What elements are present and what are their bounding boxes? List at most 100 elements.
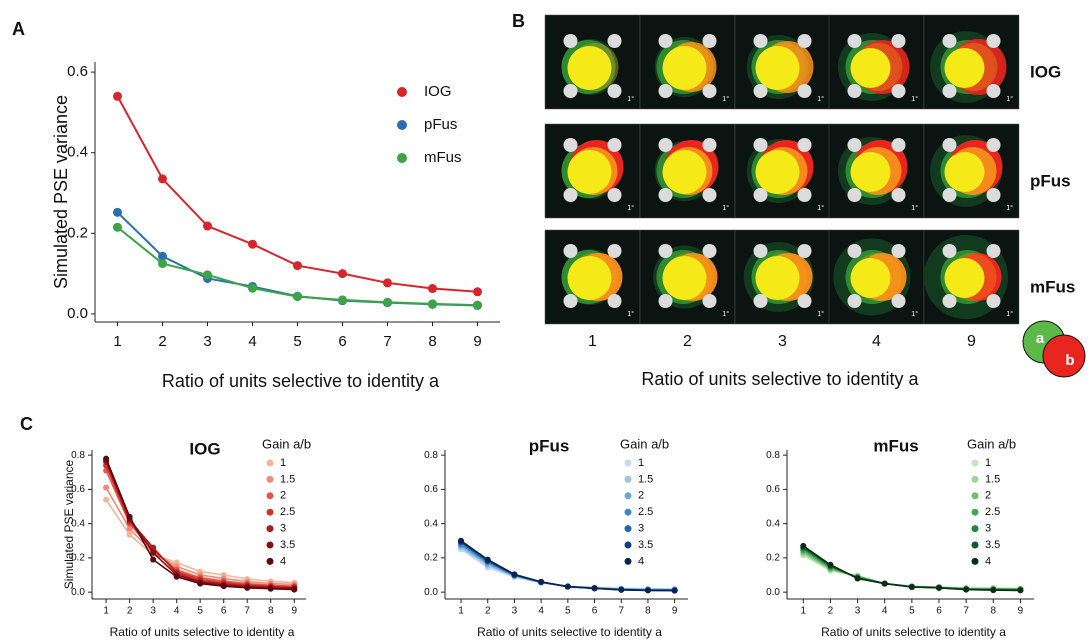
data-point <box>881 580 888 587</box>
data-point <box>618 586 625 593</box>
legend-marker <box>266 492 274 500</box>
data-point <box>473 287 482 297</box>
data-point <box>854 575 861 582</box>
y-tick-label: 0.0 <box>71 587 85 598</box>
data-point <box>293 292 302 302</box>
data-point <box>113 222 122 232</box>
white-dot <box>942 294 957 308</box>
white-dot <box>563 244 578 258</box>
data-point <box>990 587 997 594</box>
legend-label: 3 <box>638 523 644 535</box>
blob <box>662 150 707 194</box>
data-point <box>113 207 122 217</box>
chart-title: mFus <box>873 436 918 455</box>
y-tick-label: 0.8 <box>424 450 438 461</box>
data-point <box>197 580 204 587</box>
panel-letter: B <box>512 11 525 31</box>
legend-label: 4 <box>985 555 991 567</box>
legend-marker <box>624 475 632 483</box>
data-point <box>800 542 807 549</box>
y-tick-label: 0.0 <box>424 587 438 598</box>
data-point <box>203 270 212 280</box>
white-dot <box>986 188 1001 202</box>
y-tick-label: 0.4 <box>424 518 438 529</box>
column-label: 4 <box>872 333 881 350</box>
x-tick-label: 3 <box>203 333 211 350</box>
blob <box>755 46 800 90</box>
x-tick-label: 9 <box>291 606 297 617</box>
legend-marker <box>266 541 274 549</box>
blob <box>662 46 707 90</box>
white-dot <box>986 294 1001 308</box>
white-dot <box>607 84 622 98</box>
x-tick-label: 7 <box>963 606 969 617</box>
scale-label: 1° <box>1006 95 1013 103</box>
white-dot <box>986 84 1001 98</box>
white-dot <box>797 188 812 202</box>
column-label: 9 <box>967 333 976 350</box>
legend-label: 3.5 <box>985 539 1000 551</box>
white-dot <box>702 34 717 48</box>
white-dot <box>891 84 906 98</box>
legend-marker <box>624 525 632 533</box>
panel-letter: A <box>12 19 25 39</box>
legend-label: 1 <box>985 457 991 469</box>
white-dot <box>942 138 957 152</box>
y-tick-label: 0.4 <box>71 518 85 529</box>
white-dot <box>986 34 1001 48</box>
white-dot <box>753 294 768 308</box>
white-dot <box>563 294 578 308</box>
x-tick-label: 2 <box>485 606 491 617</box>
legend-label: 2.5 <box>985 506 1000 518</box>
white-dot <box>891 294 906 308</box>
legend-title: Gain a/b <box>967 436 1016 451</box>
venn-label: a <box>1036 330 1045 347</box>
blob <box>662 256 707 300</box>
y-tick-label: 0.4 <box>766 518 780 529</box>
x-tick-label: 2 <box>828 606 834 617</box>
venn-b <box>1042 334 1086 378</box>
scale-label: 1° <box>817 95 824 103</box>
blob <box>567 256 612 300</box>
data-point <box>484 556 491 563</box>
legend-marker <box>624 459 632 467</box>
blob <box>755 256 800 300</box>
x-tick-label: 9 <box>473 333 481 350</box>
x-tick-label: 8 <box>991 606 997 617</box>
scale-label: 1° <box>722 95 729 103</box>
white-dot <box>891 138 906 152</box>
data-point <box>150 544 157 551</box>
white-dot <box>847 84 862 98</box>
legend-label: 1.5 <box>985 473 1000 485</box>
legend-marker <box>971 459 979 467</box>
x-axis-label: Ratio of units selective to identity a <box>641 369 919 389</box>
white-dot <box>753 138 768 152</box>
x-tick-label: 3 <box>512 606 518 617</box>
data-point <box>173 573 180 580</box>
white-dot <box>797 34 812 48</box>
data-point <box>103 484 110 491</box>
legend-marker <box>397 153 407 163</box>
x-tick-label: 5 <box>909 606 915 617</box>
x-tick-label: 3 <box>150 606 156 617</box>
data-point <box>458 537 465 544</box>
legend-label: 2 <box>638 490 644 502</box>
legend-marker <box>971 525 979 533</box>
legend-label: 2 <box>985 490 991 502</box>
y-tick-label: 0.6 <box>424 484 438 495</box>
legend-label: 1 <box>638 457 644 469</box>
white-dot <box>847 294 862 308</box>
legend-marker <box>266 475 274 483</box>
white-dot <box>702 294 717 308</box>
legend-marker <box>971 541 979 549</box>
legend-marker <box>971 557 979 565</box>
blob <box>755 150 800 194</box>
legend-label: IOG <box>424 83 452 100</box>
x-tick-label: 7 <box>244 606 250 617</box>
legend-marker <box>971 475 979 483</box>
data-point <box>267 585 274 592</box>
legend-label: pFus <box>424 116 457 133</box>
data-point <box>827 561 834 568</box>
white-dot <box>986 244 1001 258</box>
chart-title: pFus <box>529 436 570 455</box>
